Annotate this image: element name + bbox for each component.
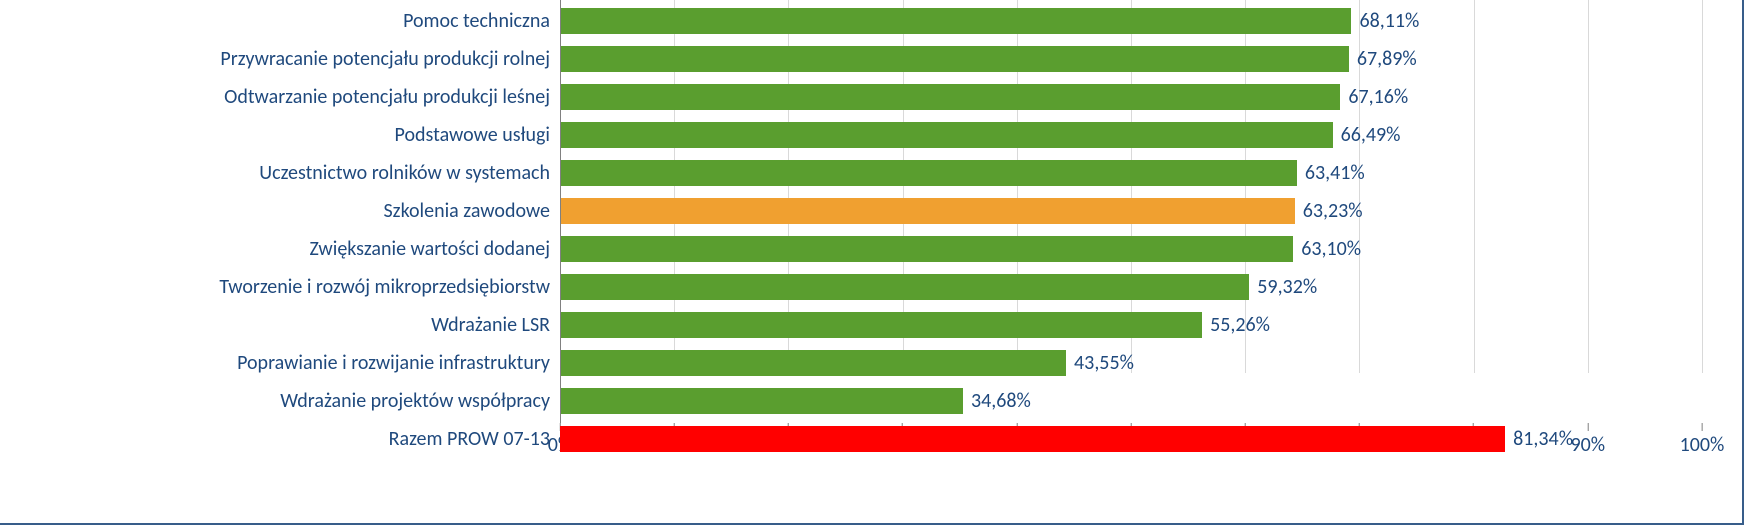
bar-track: 55,26% [560,306,1722,344]
bar-row: Poprawianie i rozwijanie infrastruktury4… [0,344,1722,382]
value-label: 66,49% [1341,123,1401,147]
bar-track: 34,68% [560,382,1722,420]
category-label: Zwiększanie wartości dodanej [0,237,560,261]
bar-track: 43,55% [560,344,1722,382]
bar-row: Wdrażanie LSR55,26% [0,306,1722,344]
bar: 66,49% [560,122,1333,148]
bar-row: Pomoc techniczna68,11% [0,2,1722,40]
category-label: Uczestnictwo rolników w systemach [0,161,560,185]
bar-row: Zwiększanie wartości dodanej63,10% [0,230,1722,268]
value-label: 81,34% [1513,427,1573,451]
bar-track: 59,32% [560,268,1722,306]
bar-row: Szkolenia zawodowe63,23% [0,192,1722,230]
bar-track: 67,89% [560,40,1722,78]
value-label: 59,32% [1257,275,1317,299]
category-label: Wdrażanie projektów współpracy [0,389,560,413]
bar-row: Podstawowe usługi66,49% [0,116,1722,154]
bar: 63,23% [560,198,1295,224]
bar: 63,10% [560,236,1293,262]
bar-track: 63,41% [560,154,1722,192]
bar-track: 63,23% [560,192,1722,230]
value-label: 34,68% [971,389,1031,413]
category-label: Podstawowe usługi [0,123,560,147]
category-label: Przywracanie potencjału produkcji rolnej [0,47,560,71]
bar-track: 81,34% [560,420,1722,458]
category-label: Poprawianie i rozwijanie infrastruktury [0,351,560,375]
value-label: 67,89% [1357,47,1417,71]
category-label: Razem PROW 07-13 [0,427,560,451]
bar-row: Odtwarzanie potencjału produkcji leśnej6… [0,78,1722,116]
value-label: 43,55% [1074,351,1134,375]
bar: 63,41% [560,160,1297,186]
plot-area: Pomoc techniczna68,11%Przywracanie poten… [0,0,1722,473]
value-label: 63,23% [1303,199,1363,223]
bar: 55,26% [560,312,1202,338]
value-label: 68,11% [1359,9,1419,33]
category-label: Pomoc techniczna [0,9,560,33]
bar: 43,55% [560,350,1066,376]
value-label: 63,10% [1301,237,1361,261]
bar-row: Tworzenie i rozwój mikroprzedsiębiorstw5… [0,268,1722,306]
value-label: 63,41% [1305,161,1365,185]
y-axis-line [560,0,561,423]
bar-rows: Pomoc techniczna68,11%Przywracanie poten… [0,0,1722,458]
bar-row: Przywracanie potencjału produkcji rolnej… [0,40,1722,78]
bar-row: Wdrażanie projektów współpracy34,68% [0,382,1722,420]
bar: 81,34% [560,426,1505,452]
value-label: 55,26% [1210,313,1270,337]
bar-row: Razem PROW 07-1381,34% [0,420,1722,458]
category-label: Szkolenia zawodowe [0,199,560,223]
category-label: Tworzenie i rozwój mikroprzedsiębiorstw [0,275,560,299]
bar: 67,16% [560,84,1340,110]
value-label: 67,16% [1348,85,1408,109]
bar: 34,68% [560,388,963,414]
bar-track: 67,16% [560,78,1722,116]
bar-track: 63,10% [560,230,1722,268]
category-label: Odtwarzanie potencjału produkcji leśnej [0,85,560,109]
bar-track: 68,11% [560,2,1722,40]
bar: 67,89% [560,46,1349,72]
bar: 68,11% [560,8,1351,34]
category-label: Wdrażanie LSR [0,313,560,337]
bar-chart: Pomoc techniczna68,11%Przywracanie poten… [0,0,1744,525]
bar-row: Uczestnictwo rolników w systemach63,41% [0,154,1722,192]
bar-track: 66,49% [560,116,1722,154]
bar: 59,32% [560,274,1249,300]
